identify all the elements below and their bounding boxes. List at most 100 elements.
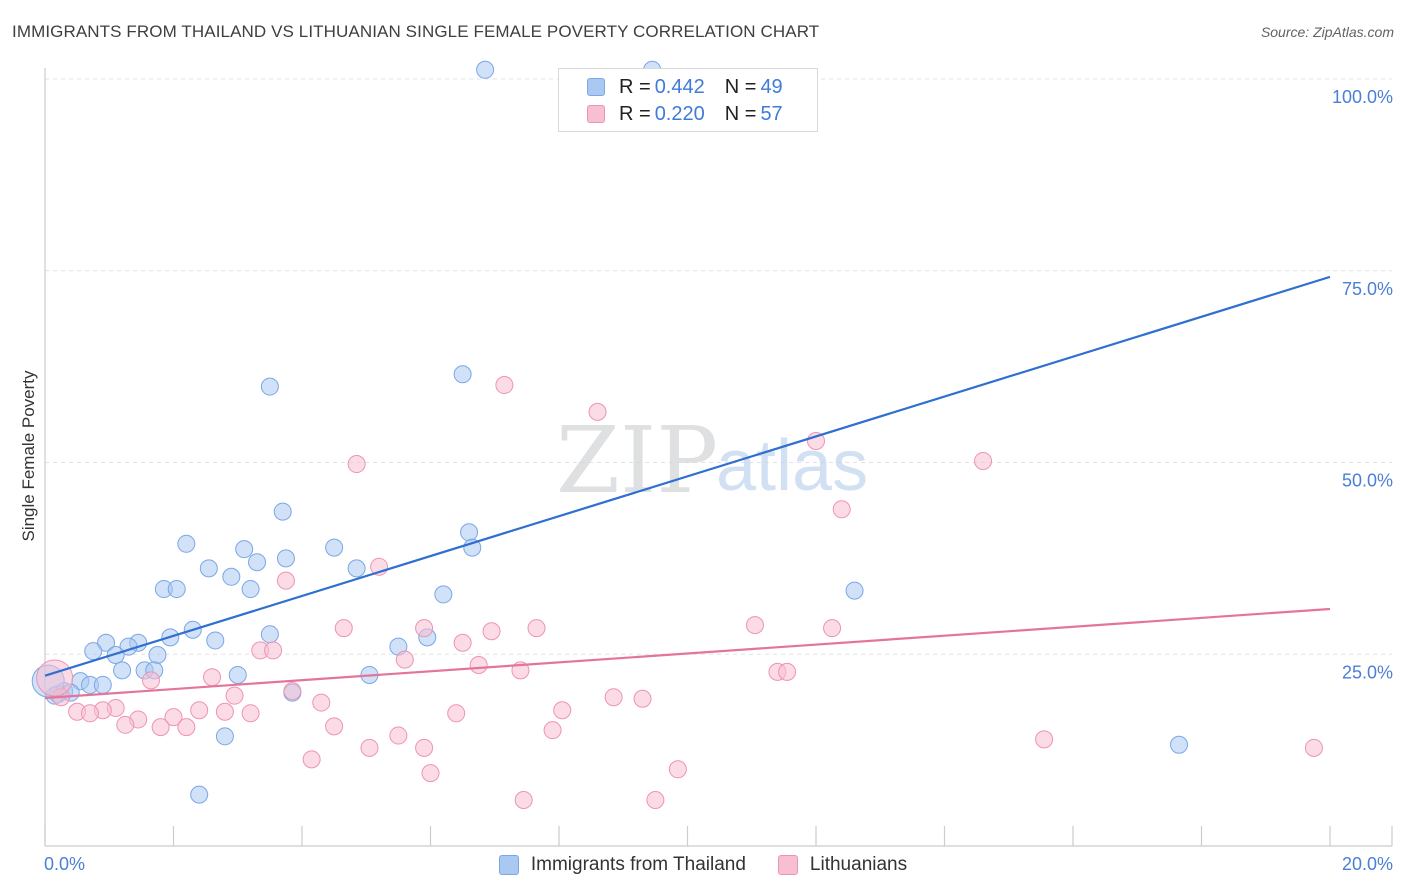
point-lithuanian: [116, 715, 135, 734]
series-label-thailand: Immigrants from Thailand: [530, 854, 746, 875]
x-tick-label: 20.0%: [1342, 854, 1393, 874]
point-lithuanian: [177, 718, 196, 737]
y-axis-title: Single Female Poverty: [19, 370, 38, 542]
point-lithuanian: [389, 726, 408, 745]
point-lithuanian: [276, 571, 295, 590]
point-lithuanian: [415, 619, 434, 638]
axes: [44, 68, 1393, 847]
point-thailand: [845, 581, 864, 600]
trend-line-thailand: [44, 275, 1331, 677]
point-lithuanian: [447, 704, 466, 723]
legend-row-thailand: R = 0.442 N = 49: [559, 74, 783, 100]
point-lithuanian: [334, 619, 353, 638]
point-lithuanian: [225, 686, 244, 705]
point-lithuanian: [514, 790, 533, 809]
point-thailand: [273, 502, 292, 521]
y-tick-label: 75.0%: [1342, 279, 1393, 299]
point-lithuanian: [588, 402, 607, 421]
series-label-lithuanians: Lithuanians: [809, 854, 908, 875]
point-thailand: [325, 538, 344, 557]
legend-swatch-thailand: [587, 78, 605, 96]
point-thailand: [235, 540, 254, 559]
legend-n-label: N =: [724, 102, 757, 125]
trend-line-lithuanian: [44, 607, 1331, 700]
point-thailand: [248, 553, 267, 572]
point-thailand: [177, 534, 196, 553]
series-legend: Immigrants from Thailand Lithuanians: [0, 852, 1406, 878]
point-lithuanian: [421, 764, 440, 783]
watermark-atlas: atlas: [716, 426, 868, 506]
point-thailand: [260, 377, 279, 396]
point-thailand: [148, 646, 167, 665]
series-swatch-lithuanians: [777, 855, 798, 875]
point-lithuanian: [745, 616, 764, 635]
point-lithuanian: [482, 622, 501, 641]
legend-r-value: 0.220: [654, 102, 705, 125]
point-lithuanian: [151, 718, 170, 737]
legend-r-value: 0.442: [654, 75, 705, 98]
point-lithuanian: [215, 702, 234, 721]
point-lithuanian: [264, 641, 283, 660]
point-lithuanian: [974, 451, 993, 470]
axis-labels: 25.0% 50.0% 75.0% 100.0% 0.0% 20.0% Single Fem…: [19, 87, 1393, 874]
point-lithuanian: [1304, 738, 1323, 757]
point-lithuanian: [312, 693, 331, 712]
y-tick-label: 50.0%: [1342, 471, 1393, 491]
legend-r-label: R =: [619, 102, 651, 125]
point-lithuanian: [604, 688, 623, 707]
point-lithuanian: [347, 455, 366, 474]
point-thailand: [460, 523, 479, 542]
point-lithuanian: [453, 633, 472, 652]
point-lithuanian: [142, 671, 161, 690]
legend-r-label: R =: [619, 75, 651, 98]
y-tick-label: 100.0%: [1332, 87, 1393, 107]
point-thailand: [476, 60, 495, 79]
point-thailand: [113, 661, 132, 680]
point-lithuanian: [302, 750, 321, 769]
source-label: Source: ZipAtlas.com: [1260, 24, 1394, 40]
legend-swatch-lithuanians: [587, 105, 605, 123]
point-thailand: [347, 559, 366, 578]
point-thailand: [1170, 735, 1189, 754]
point-lithuanian: [164, 708, 183, 727]
point-thailand: [97, 633, 116, 652]
watermark: ZIP atlas: [556, 407, 868, 514]
point-lithuanian: [283, 682, 302, 701]
series-legend-thailand[interactable]: Immigrants from Thailand: [498, 854, 746, 876]
point-lithuanian: [415, 738, 434, 757]
point-thailand: [434, 585, 453, 604]
point-lithuanian: [527, 619, 546, 638]
point-thailand: [199, 559, 218, 578]
point-lithuanian: [395, 650, 414, 669]
stats-legend: R = 0.442 N = 49 R = 0.220 N = 57: [558, 68, 818, 132]
point-lithuanian: [668, 760, 687, 779]
point-thailand: [222, 567, 241, 586]
gridlines: [45, 78, 1392, 655]
trend-lines: [44, 275, 1331, 700]
point-thailand: [106, 646, 125, 665]
point-thailand: [84, 642, 103, 661]
y-tick-label: 25.0%: [1342, 662, 1393, 682]
point-thailand: [260, 625, 279, 644]
point-lithuanian: [553, 701, 572, 720]
point-thailand: [190, 785, 209, 804]
point-lithuanian: [832, 500, 851, 519]
point-thailand: [167, 580, 186, 599]
point-thailand: [93, 675, 112, 694]
legend-n-value: 57: [760, 102, 783, 125]
series-legend-lithuanians[interactable]: Lithuanians: [777, 854, 908, 876]
point-lithuanian: [241, 704, 260, 723]
point-lithuanian: [778, 662, 797, 681]
legend-n-label: N =: [724, 75, 757, 98]
legend-n-value: 49: [760, 75, 783, 98]
point-thailand: [206, 631, 225, 650]
x-tick-label: 0.0%: [44, 854, 85, 874]
point-thailand: [228, 665, 247, 684]
chart-title: IMMIGRANTS FROM THAILAND VS LITHUANIAN S…: [12, 22, 820, 41]
point-thailand: [215, 727, 234, 746]
point-lithuanian: [36, 659, 74, 697]
point-lithuanian: [360, 738, 379, 757]
watermark-zip: ZIP: [556, 407, 718, 514]
point-lithuanian: [646, 790, 665, 809]
